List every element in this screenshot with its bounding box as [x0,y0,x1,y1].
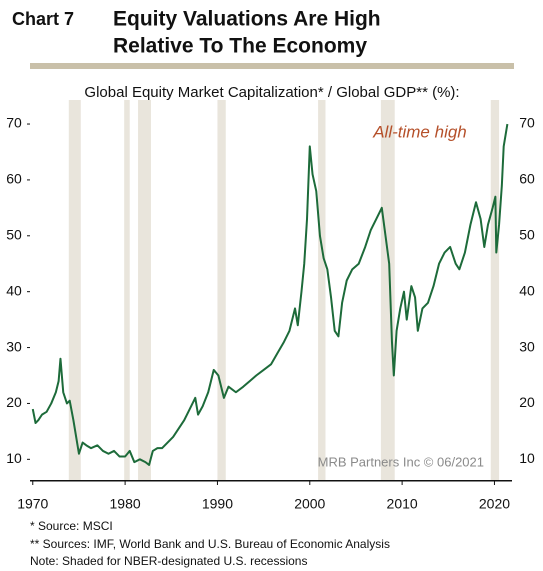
recession-band [68,100,81,480]
y-tick-label: 10 [6,450,22,466]
recession-band [217,100,226,480]
x-axis [30,480,512,482]
y-tick-label: 30 [6,338,22,354]
recession-band [124,100,130,480]
footnote: Note: Shaded for NBER-designated U.S. re… [30,554,307,568]
x-tick-label: 2000 [294,496,325,512]
y2-tick-label: 30 [519,338,535,354]
chart-title: Equity Valuations Are High [113,8,381,31]
y2-tick-label: 50 [519,226,535,242]
title-rule [30,63,514,69]
y-tick-label: 40 [6,282,22,298]
x-tick-label: 1990 [202,496,233,512]
y2-tick-label: 10 [519,450,535,466]
x-tick-label: 1980 [110,496,141,512]
y-tick-label: 20 [6,394,22,410]
x-tick-label: 2010 [387,496,418,512]
source: MRB Partners Inc © 06/2021 [318,454,484,469]
x-tick-label: 1970 [17,496,48,512]
subtitle: Global Equity Market Capitalization* / G… [84,84,459,101]
chart-label: Chart 7 [12,9,74,29]
chart-title: Relative To The Economy [113,35,367,58]
recession-band [380,100,395,480]
y-tick-label: 70 [6,115,22,131]
footnote: ** Sources: IMF, World Bank and U.S. Bur… [30,537,390,551]
y-tick-label: 60 [6,171,22,187]
y2-tick-label: 60 [519,171,535,187]
plot-area [31,100,509,480]
y2-tick-label: 20 [519,394,535,410]
data-line [31,123,509,466]
footnote: * Source: MSCI [30,519,113,533]
y2-tick-label: 70 [519,115,535,131]
recession-band [138,100,151,480]
recession-band [490,100,500,480]
y-tick-label: 50 [6,226,22,242]
annotation: All-time high [372,122,467,141]
y2-tick-label: 40 [519,282,535,298]
recession-band [318,100,326,480]
x-tick-label: 2020 [479,496,510,512]
